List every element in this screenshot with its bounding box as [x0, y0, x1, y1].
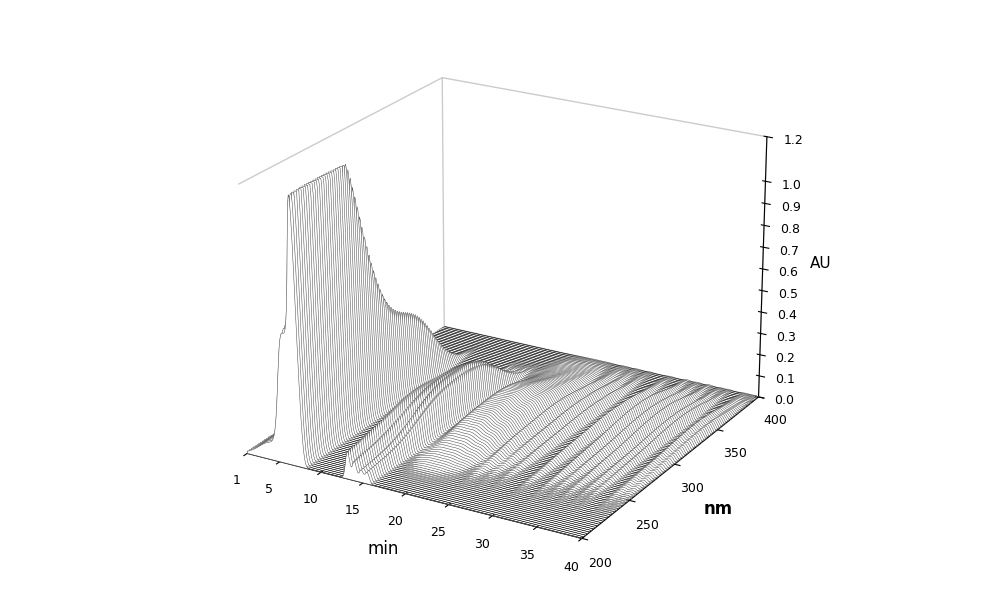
X-axis label: min: min: [367, 540, 399, 558]
Y-axis label: nm: nm: [704, 500, 733, 518]
